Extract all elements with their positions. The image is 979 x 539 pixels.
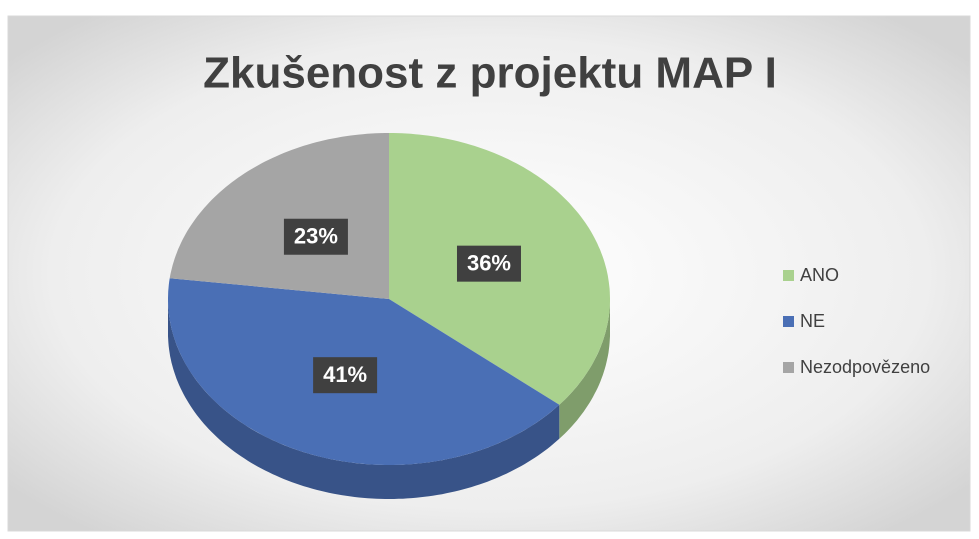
data-label-text: 23% <box>294 224 338 249</box>
slice <box>169 133 389 299</box>
legend-label: ANO <box>800 265 839 285</box>
data-label-box <box>313 357 378 394</box>
data-label-text: 41% <box>323 362 367 387</box>
data-label: 36% <box>456 245 521 282</box>
slice-side <box>559 299 610 439</box>
data-label-box <box>283 218 348 255</box>
legend-label: NE <box>800 311 825 331</box>
legend-label: Nezodpovězeno <box>800 357 930 377</box>
slice-side <box>168 299 560 499</box>
legend-swatch <box>783 316 794 327</box>
legend-swatch <box>783 270 794 281</box>
data-label-text: 36% <box>467 250 511 275</box>
legend-swatch <box>783 362 794 373</box>
data-label: 23% <box>283 218 348 255</box>
data-label: 41% <box>313 357 378 394</box>
data-label-box <box>456 245 521 282</box>
chart-title: Zkušenost z projektu MAP I <box>203 49 777 98</box>
